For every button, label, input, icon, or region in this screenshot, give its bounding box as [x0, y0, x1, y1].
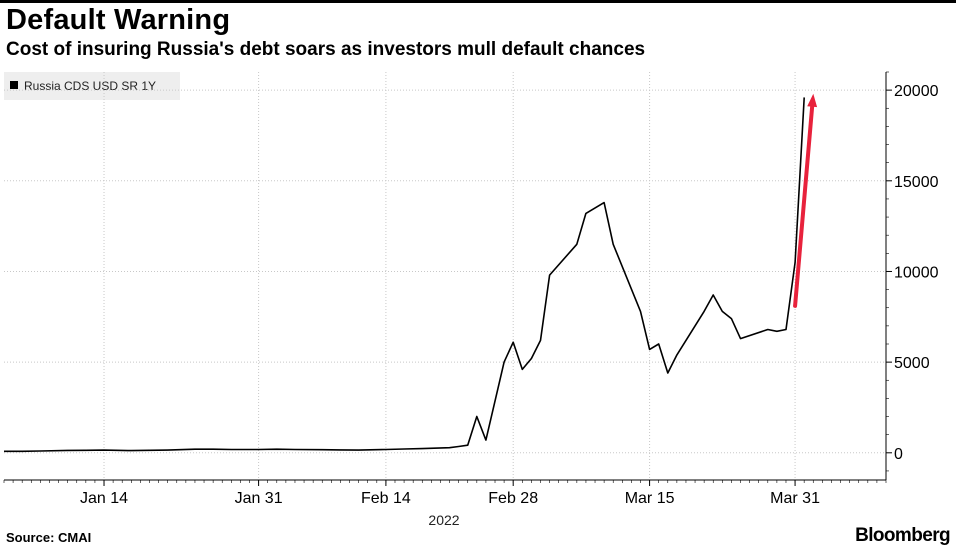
chart-annotations: [793, 93, 818, 308]
legend-swatch: [10, 81, 18, 89]
x-tick-label: Jan 31: [235, 490, 283, 507]
legend-label: Russia CDS USD SR 1Y: [24, 79, 156, 93]
legend-box: [4, 72, 180, 100]
y-tick-label: 5000: [894, 355, 930, 372]
y-tick-label: 15000: [894, 174, 939, 191]
chart-series: [4, 97, 805, 453]
chart-axes: 0 5000 10000 15000 20000 Jan 14 Jan 31 Feb 14 Fe…: [3, 71, 939, 507]
bloomberg-logo: Bloomberg: [855, 525, 950, 546]
top-rule: [0, 0, 956, 3]
x-tick-label: Feb 28: [488, 490, 538, 507]
x-tick-label: Feb 14: [361, 490, 411, 507]
x-tick-label: Jan 14: [80, 490, 128, 507]
red-arrow-shaft: [793, 104, 815, 308]
chart-subtitle: Cost of insuring Russia's debt soars as …: [6, 39, 646, 60]
series-line-russia-cds: [4, 97, 805, 453]
y-tick-label: 20000: [894, 83, 939, 100]
x-tick-label: Mar 15: [625, 490, 675, 507]
y-tick-label: 0: [894, 446, 903, 463]
source-note: Source: CMAI: [6, 530, 92, 545]
chart-title: Default Warning: [6, 4, 231, 36]
x-axis-year-label: 2022: [428, 512, 459, 528]
red-arrow-head: [807, 93, 818, 108]
x-tick-label: Mar 31: [770, 490, 820, 507]
chart-grid: [4, 72, 886, 480]
y-tick-label: 10000: [894, 264, 939, 281]
